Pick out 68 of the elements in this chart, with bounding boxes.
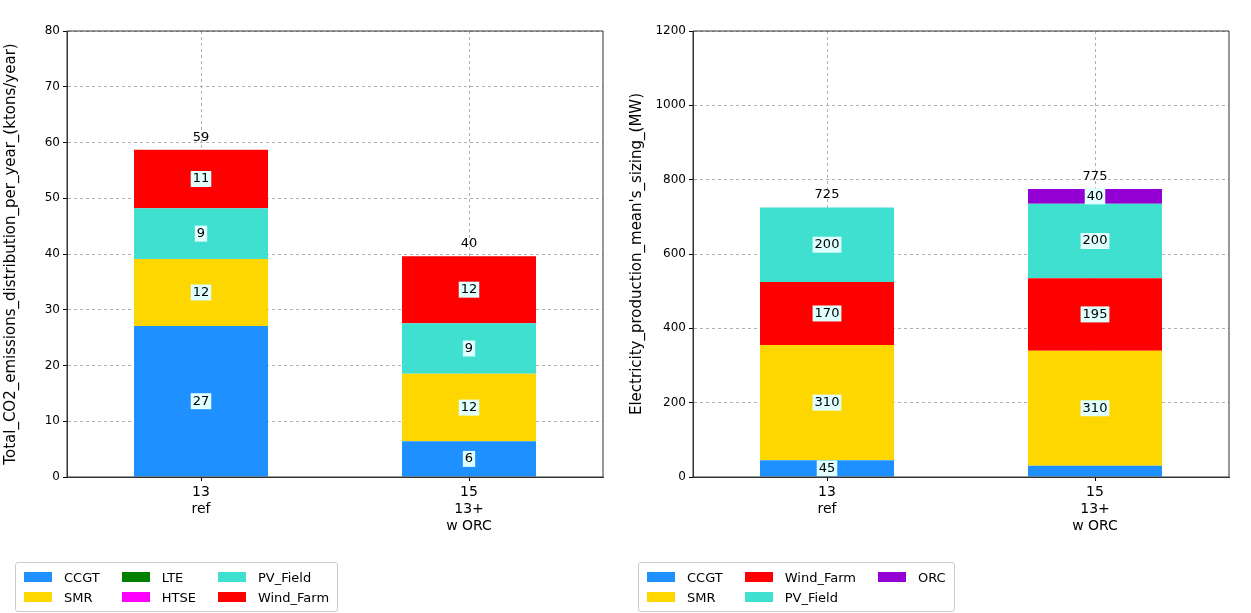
- data-label: 9: [464, 339, 474, 355]
- data-label: 200: [814, 236, 840, 252]
- x-tick-label: 13 ref: [817, 483, 838, 516]
- legend-label: CCGT: [64, 569, 100, 585]
- y-tick-label: 0: [52, 469, 60, 484]
- y-tick-label: 0: [678, 469, 686, 484]
- total-label: 40: [460, 235, 478, 251]
- legend-label: CCGT: [687, 569, 723, 585]
- y-tick-label: 20: [44, 357, 60, 372]
- data-label: 6: [464, 450, 474, 466]
- bar: [134, 149, 268, 209]
- y-tick-label: 30: [44, 301, 60, 316]
- y-tick-label: 10: [44, 413, 60, 428]
- total-label: 775: [1082, 167, 1108, 183]
- y-tick-label: 50: [44, 190, 60, 205]
- x-tick-label: 13 ref: [191, 483, 212, 516]
- data-label: 195: [1082, 305, 1108, 321]
- legend-label: LTE: [161, 569, 184, 585]
- legend-label: PV_Field: [784, 589, 838, 605]
- x-tick-label: 15 13+ w ORC: [446, 483, 493, 533]
- legend-label: SMR: [687, 589, 716, 605]
- bar: [402, 323, 536, 374]
- data-label: 11: [192, 170, 210, 186]
- data-label: 12: [460, 281, 478, 297]
- y-tick-label: 400: [663, 320, 686, 335]
- bar: [1028, 203, 1162, 279]
- bar: [1028, 465, 1162, 477]
- legend-label: PV_Field: [257, 569, 312, 585]
- y-tick-label: 70: [44, 78, 60, 93]
- bar: [760, 281, 894, 346]
- y-tick-label: 600: [663, 246, 686, 261]
- data-label: 12: [192, 283, 210, 299]
- data-label: 9: [196, 225, 206, 241]
- y-tick-label: 1200: [655, 23, 686, 38]
- data-label: 27: [192, 392, 210, 408]
- bar: [760, 207, 894, 282]
- bar: [402, 256, 536, 324]
- bar: [760, 345, 894, 461]
- y-axis-title: Electricity_production_mean's_sizing_(MW): [626, 92, 646, 416]
- bar: [134, 325, 268, 477]
- bar: [134, 259, 268, 326]
- legend-label: HTSE: [161, 589, 196, 605]
- total-label: 59: [192, 128, 210, 144]
- total-label: 725: [814, 186, 840, 202]
- bar: [1028, 350, 1162, 466]
- bar: [1028, 278, 1162, 351]
- data-label: 200: [1082, 232, 1108, 248]
- legend-label: Wind_Farm: [257, 589, 330, 605]
- y-tick-label: 200: [663, 394, 686, 409]
- legend-label: SMR: [64, 589, 93, 605]
- y-tick-label: 1000: [655, 97, 686, 112]
- data-label: 310: [814, 394, 840, 410]
- y-axis-title: Total_CO2_emissions_distribution_per_year_(ktons/year): [0, 43, 20, 466]
- y-tick-label: 80: [44, 23, 60, 38]
- bar: [134, 208, 268, 260]
- y-tick-label: 40: [44, 246, 60, 261]
- data-label: 170: [814, 304, 840, 320]
- bar: [402, 373, 536, 442]
- y-tick-label: 60: [44, 134, 60, 149]
- data-label: 45: [818, 459, 836, 475]
- data-label: 310: [1082, 399, 1108, 415]
- legend-label: Wind_Farm: [784, 569, 856, 585]
- data-label: 40: [1086, 187, 1104, 203]
- y-tick-label: 800: [663, 171, 686, 186]
- data-label: 12: [460, 398, 478, 414]
- legend-label: ORC: [917, 569, 946, 585]
- bar: [402, 441, 536, 477]
- x-tick-label: 15 13+ w ORC: [1072, 483, 1119, 533]
